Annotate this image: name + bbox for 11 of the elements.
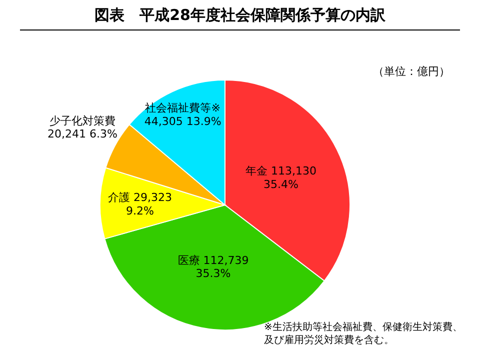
slice-label: 年金 113,130 35.4% — [246, 164, 317, 191]
slice-label: 介護 29,323 9.2% — [108, 191, 172, 218]
data-label: 44,305 13.9% — [144, 114, 222, 128]
slice-label: 少子化対策費 — [49, 114, 116, 128]
slice-label: 医療 112,739 35.3% — [178, 254, 249, 280]
text: 及び雇用労災対策費を含む。 — [264, 334, 394, 346]
text: （単位：億円） — [373, 65, 450, 78]
chart-title: 図表 平成28年度社会保障関係予算の内訳 — [94, 6, 386, 24]
slice-label: 社会福祉費等※ — [145, 102, 220, 115]
text: ※生活扶助等社会福祉費、保健衛生対策費、 — [264, 321, 462, 333]
data-label: 20,241 6.3% — [48, 128, 118, 141]
